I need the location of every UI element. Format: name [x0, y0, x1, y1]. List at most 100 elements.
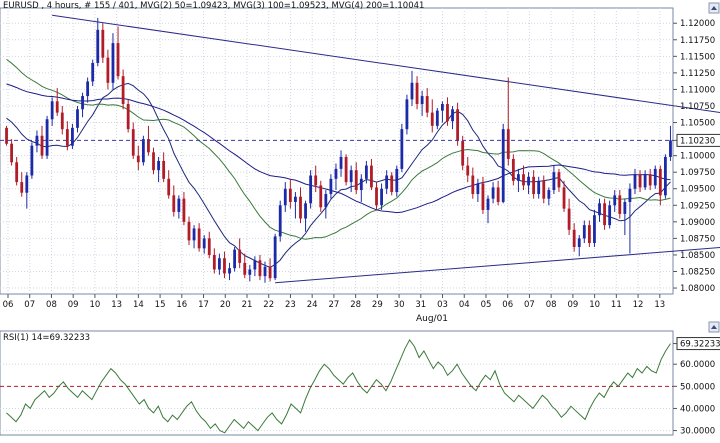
time-axis-label: 10 — [89, 300, 100, 310]
candle-body — [131, 129, 135, 156]
candle — [608, 200, 612, 229]
candle-body — [248, 269, 252, 275]
candle-body — [354, 170, 358, 191]
price-panel[interactable] — [0, 7, 720, 295]
price-axis-label: 1.09500 — [680, 185, 715, 195]
candle — [121, 69, 125, 110]
candle-body — [375, 187, 378, 206]
candle-body — [517, 174, 520, 181]
candle-body — [557, 172, 561, 188]
time-axis-label: 08 — [546, 300, 557, 310]
candle-body — [147, 139, 150, 153]
candle — [248, 264, 252, 282]
rsi-current-box — [676, 337, 720, 351]
candle-body — [253, 260, 257, 270]
time-axis-label: 27 — [328, 300, 339, 310]
candle — [486, 195, 490, 224]
candle-body — [207, 238, 211, 255]
candle — [223, 251, 226, 279]
candle-body — [653, 168, 657, 186]
candle-body — [30, 145, 34, 176]
candle — [329, 174, 333, 199]
candle — [212, 248, 216, 274]
candle — [273, 233, 277, 281]
candle — [228, 262, 231, 281]
candle-body — [96, 29, 100, 63]
candle — [491, 182, 495, 204]
time-axis-label: 08 — [46, 300, 57, 310]
candle — [177, 195, 181, 219]
time-axis-label: 06 — [502, 300, 513, 310]
candle-body — [263, 266, 267, 277]
candle-body — [177, 198, 181, 212]
candle — [116, 26, 120, 80]
candle — [65, 121, 69, 151]
candle — [415, 76, 419, 110]
candle — [511, 154, 515, 186]
time-axis-label: 10 — [589, 300, 600, 310]
candle-body — [603, 203, 606, 226]
candle-body — [212, 254, 216, 270]
panel-collapse-icon[interactable] — [708, 2, 720, 14]
candle-body — [91, 62, 95, 82]
candle-body — [562, 187, 566, 209]
candle-body — [390, 175, 394, 193]
candle-body — [25, 175, 29, 193]
candle — [40, 125, 44, 159]
candle-body — [243, 262, 247, 275]
candle — [10, 139, 14, 166]
price-axis-label: 1.10000 — [680, 152, 715, 162]
candle-body — [268, 266, 272, 279]
candle-body — [349, 170, 353, 183]
candle-body — [618, 195, 622, 214]
time-axis-label: 11 — [611, 300, 622, 310]
rsi-grid — [0, 363, 673, 432]
candle-body — [233, 249, 237, 269]
candle — [354, 162, 358, 195]
rsi-panel[interactable] — [0, 330, 674, 436]
candle-body — [577, 238, 581, 247]
candle-body — [663, 156, 667, 196]
candle-body — [364, 165, 368, 179]
time-axis-label: 24 — [307, 300, 318, 310]
candle — [669, 125, 672, 161]
chart-header-info: EURUSD , 4 hours, # 155 / 401, MVG(2) 50… — [3, 1, 424, 11]
candle — [111, 33, 115, 90]
candle — [562, 180, 566, 212]
candle — [552, 165, 556, 195]
candle — [258, 254, 262, 281]
candle — [30, 142, 34, 179]
candle-body — [76, 109, 79, 128]
candle-body — [425, 96, 429, 113]
price-axis-label: 1.11250 — [680, 69, 715, 79]
candle — [217, 253, 221, 275]
candle — [618, 190, 622, 219]
time-axis-label: 07 — [24, 300, 35, 310]
candle-body — [522, 174, 525, 186]
candle-body — [430, 112, 434, 126]
candle — [324, 190, 328, 219]
rsi-panel-collapse-icon[interactable] — [708, 321, 720, 333]
candle-body — [598, 203, 601, 216]
candle-body — [187, 221, 191, 241]
trendline-lower — [275, 247, 720, 284]
candle — [537, 176, 541, 199]
candle-body — [339, 156, 343, 169]
candle-body — [440, 103, 444, 111]
candle-body — [299, 196, 302, 219]
candle-body — [111, 43, 115, 83]
time-axis-label: 15 — [155, 300, 166, 310]
candle — [263, 261, 267, 283]
candle — [202, 235, 206, 254]
ma100-line — [6, 58, 671, 240]
candle — [598, 198, 601, 222]
candle-body — [400, 129, 404, 169]
candle-body — [197, 228, 201, 249]
candle — [633, 168, 637, 195]
candle-body — [283, 188, 287, 206]
candle — [339, 150, 343, 177]
candle-body — [60, 112, 64, 130]
candle — [364, 160, 368, 184]
candle — [375, 182, 378, 210]
